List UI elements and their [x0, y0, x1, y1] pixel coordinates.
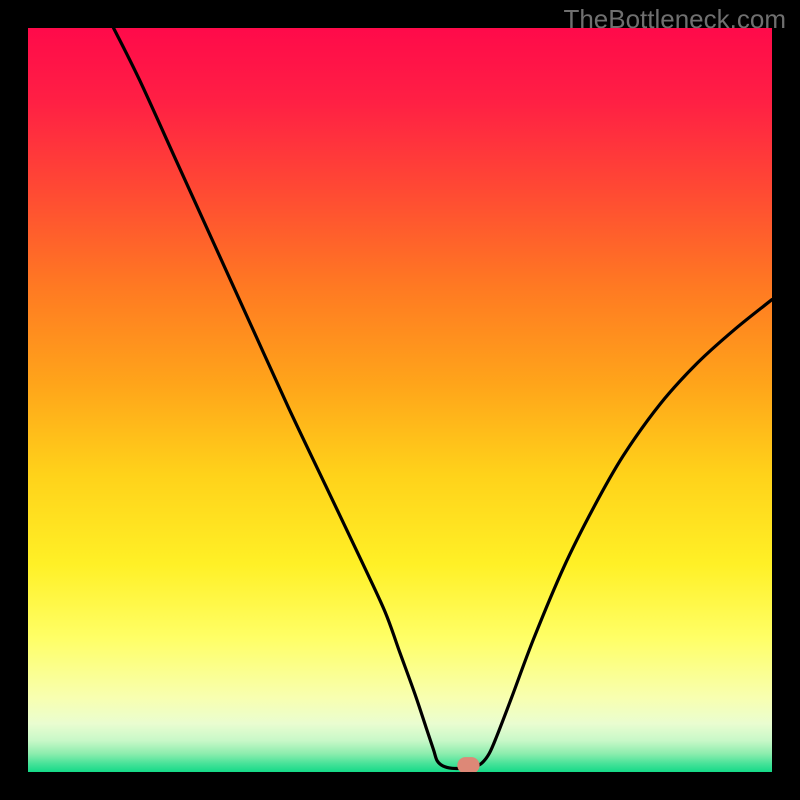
optimum-marker: [457, 757, 479, 772]
plot-area: [28, 28, 772, 772]
chart-frame: TheBottleneck.com: [0, 0, 800, 800]
attribution-text: TheBottleneck.com: [563, 4, 786, 35]
bottleneck-curve: [28, 28, 772, 772]
